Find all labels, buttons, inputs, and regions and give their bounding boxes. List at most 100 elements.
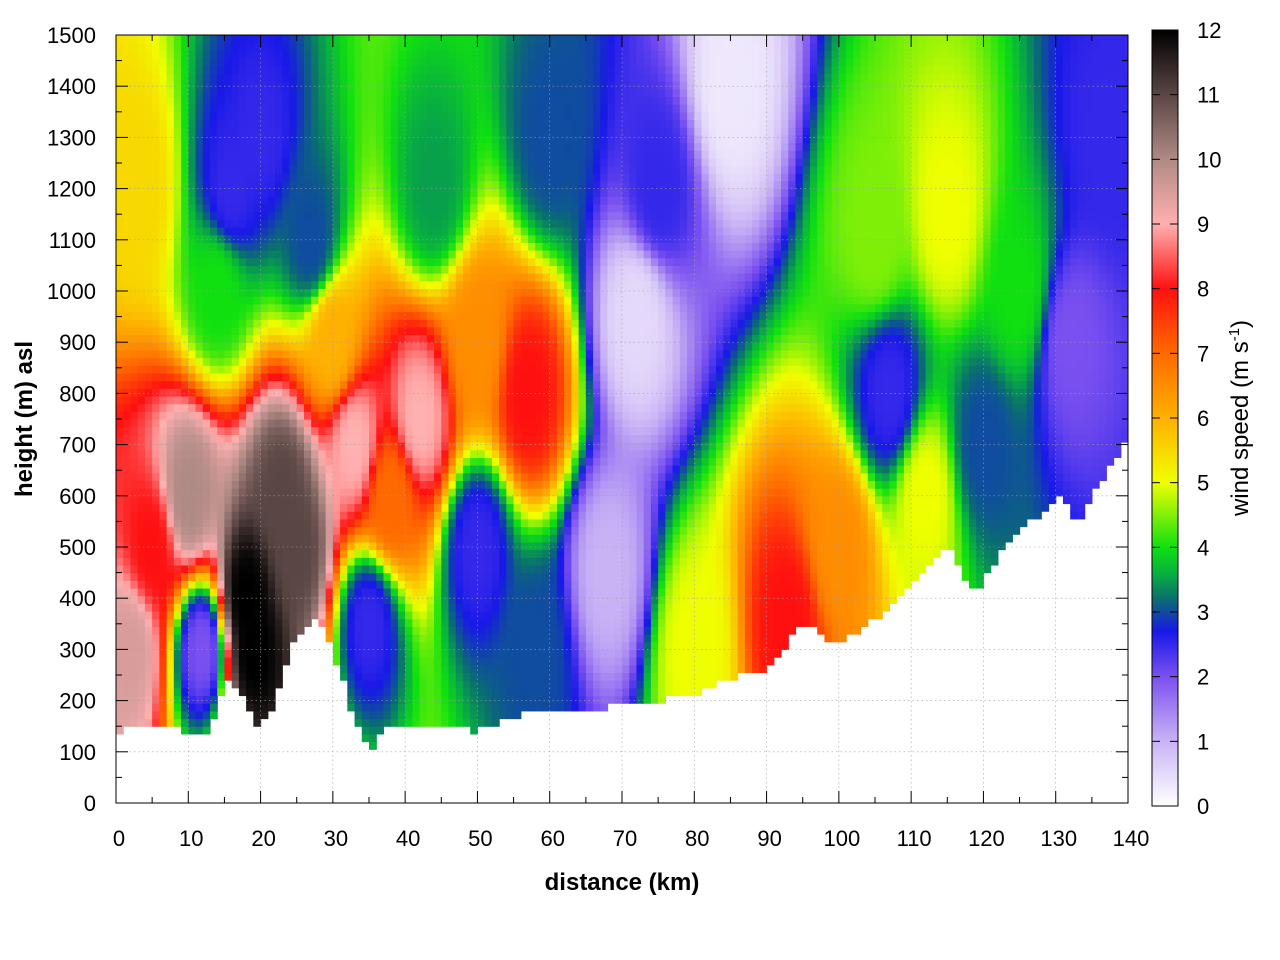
field-cell: [130, 219, 139, 228]
field-cell: [311, 173, 319, 182]
field-cell: [166, 250, 175, 259]
field-cell: [412, 257, 421, 266]
field-cell: [369, 104, 377, 113]
field-cell: [130, 426, 139, 435]
field-cell: [318, 419, 327, 428]
field-cell: [405, 157, 413, 167]
field-cell: [275, 234, 283, 243]
field-cell: [441, 426, 450, 435]
field-cell: [369, 42, 377, 51]
field-cell: [238, 165, 247, 174]
field-cell: [231, 42, 240, 51]
field-cell: [195, 280, 204, 290]
field-cell: [282, 81, 291, 90]
field-cell: [448, 434, 457, 443]
field-cell: [405, 42, 413, 51]
field-cell: [462, 165, 471, 174]
field-cell: [383, 150, 392, 159]
field-cell: [202, 311, 211, 320]
field-cell: [275, 618, 283, 627]
field-cell: [325, 480, 334, 489]
field-cell: [347, 564, 356, 574]
field-cell: [347, 511, 356, 520]
field-cell: [369, 488, 377, 497]
field-cell: [123, 81, 132, 90]
field-cell: [144, 657, 153, 666]
field-cell: [426, 119, 435, 128]
field-cell: [144, 595, 153, 604]
field-cell: [303, 488, 312, 497]
field-cell: [491, 288, 500, 297]
field-cell: [152, 119, 160, 128]
field-cell: [354, 157, 363, 167]
field-cell: [311, 403, 319, 412]
field-cell: [332, 388, 341, 397]
field-cell: [195, 58, 204, 67]
field-cell: [520, 595, 529, 604]
field-cell: [506, 618, 515, 627]
field-cell: [238, 549, 247, 558]
field-cell: [361, 411, 370, 420]
field-cell: [159, 549, 168, 558]
field-cell: [506, 334, 515, 343]
field-cell: [188, 342, 197, 351]
field-cell: [484, 649, 493, 658]
field-cell: [246, 35, 254, 44]
field-cell: [318, 541, 327, 551]
field-cell: [499, 541, 507, 551]
field-cell: [303, 503, 312, 512]
field-cell: [195, 111, 204, 121]
field-cell: [499, 411, 507, 420]
field-cell: [419, 227, 428, 236]
field-cell: [397, 365, 406, 374]
field-cell: [332, 42, 341, 51]
field-cell: [296, 611, 305, 620]
field-cell: [202, 180, 211, 190]
field-cell: [289, 88, 298, 98]
field-cell: [224, 395, 233, 405]
field-cell: [137, 257, 146, 266]
field-cell: [130, 104, 139, 113]
field-cell: [159, 142, 168, 151]
field-cell: [412, 457, 421, 466]
field-cell: [520, 296, 529, 305]
field-cell: [455, 96, 464, 105]
field-cell: [224, 342, 233, 351]
field-cell: [152, 680, 160, 689]
field-cell: [491, 572, 500, 581]
field-cell: [166, 50, 175, 59]
field-cell: [340, 219, 348, 228]
field-cell: [137, 173, 146, 182]
field-cell: [159, 572, 168, 581]
field-cell: [253, 242, 262, 251]
field-cell: [441, 549, 450, 558]
field-cell: [383, 357, 392, 366]
field-cell: [181, 634, 189, 643]
field-cell: [130, 127, 139, 136]
field-cell: [303, 395, 312, 405]
field-cell: [217, 549, 226, 558]
field-cell: [332, 495, 341, 505]
field-cell: [267, 196, 276, 205]
field-cell: [188, 81, 197, 90]
field-cell: [260, 211, 269, 220]
field-cell: [152, 434, 160, 443]
field-cell: [318, 434, 327, 443]
field-cell: [390, 334, 399, 343]
field-cell: [340, 250, 348, 259]
field-cell: [419, 342, 428, 351]
field-cell: [195, 718, 204, 727]
field-cell: [419, 234, 428, 243]
field-cell: [303, 303, 312, 313]
field-cell: [405, 511, 413, 520]
field-cell: [195, 449, 204, 458]
field-cell: [484, 196, 493, 205]
field-cell: [520, 234, 529, 243]
field-cell: [455, 465, 464, 474]
field-cell: [195, 250, 204, 259]
field-cell: [340, 104, 348, 113]
field-cell: [224, 127, 233, 136]
field-cell: [470, 165, 479, 174]
field-cell: [303, 342, 312, 351]
field-cell: [448, 119, 457, 128]
